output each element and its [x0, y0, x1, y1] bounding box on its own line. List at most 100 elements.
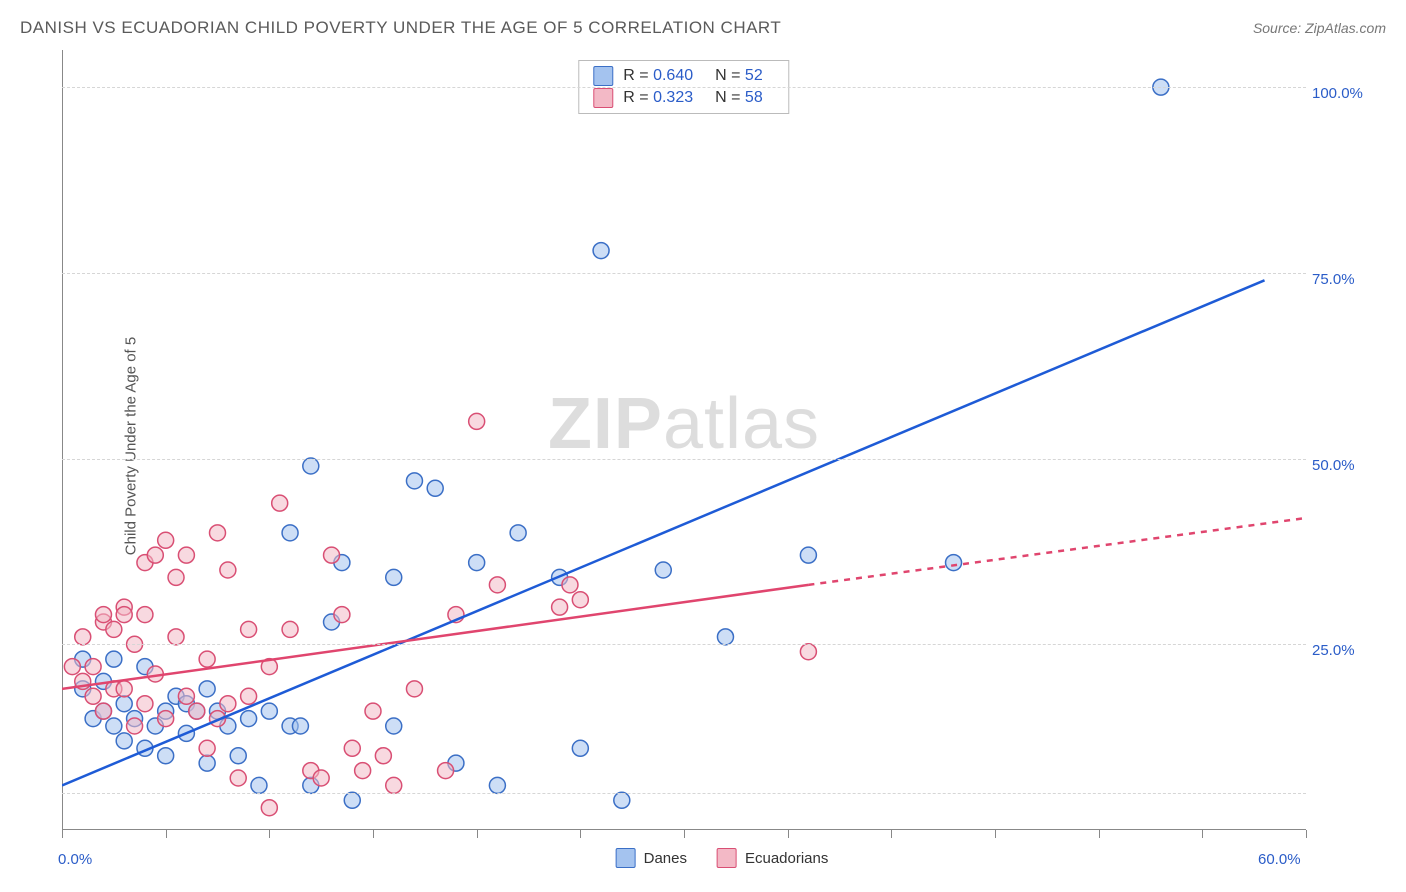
- scatter-point: [95, 703, 111, 719]
- scatter-point: [106, 718, 122, 734]
- source-attribution: Source: ZipAtlas.com: [1253, 20, 1386, 36]
- scatter-point: [106, 651, 122, 667]
- scatter-point: [386, 718, 402, 734]
- scatter-point: [292, 718, 308, 734]
- scatter-point: [386, 569, 402, 585]
- x-tick: [62, 830, 63, 838]
- scatter-point: [375, 748, 391, 764]
- scatter-point: [334, 607, 350, 623]
- scatter-point: [230, 748, 246, 764]
- scatter-point: [64, 659, 80, 675]
- scatter-point: [241, 621, 257, 637]
- scatter-point: [946, 555, 962, 571]
- legend-row: R = 0.640N = 52: [593, 65, 774, 87]
- scatter-point: [116, 696, 132, 712]
- scatter-point: [147, 547, 163, 563]
- legend-r: R = 0.323: [623, 89, 693, 107]
- chart-area: ZIPatlas R = 0.640N = 52R = 0.323N = 58 …: [62, 50, 1382, 830]
- scatter-point: [717, 629, 733, 645]
- scatter-point: [168, 569, 184, 585]
- scatter-point: [106, 621, 122, 637]
- x-tick: [580, 830, 581, 838]
- x-tick: [166, 830, 167, 838]
- scatter-point: [469, 555, 485, 571]
- scatter-point: [75, 629, 91, 645]
- x-tick-label: 0.0%: [58, 851, 92, 868]
- scatter-point: [116, 733, 132, 749]
- scatter-point: [355, 763, 371, 779]
- scatter-point: [199, 755, 215, 771]
- scatter-point: [127, 718, 143, 734]
- scatter-point: [303, 458, 319, 474]
- x-tick: [995, 830, 996, 838]
- scatter-point: [324, 547, 340, 563]
- y-tick-label: 50.0%: [1312, 457, 1382, 474]
- x-tick: [891, 830, 892, 838]
- scatter-point: [178, 547, 194, 563]
- scatter-point: [220, 562, 236, 578]
- scatter-point: [593, 243, 609, 259]
- gridline-h: [62, 793, 1306, 794]
- scatter-point: [469, 413, 485, 429]
- legend-series: Danes Ecuadorians: [616, 848, 829, 868]
- legend-swatch: [593, 66, 613, 86]
- scatter-point: [313, 770, 329, 786]
- scatter-point: [230, 770, 246, 786]
- scatter-point: [800, 644, 816, 660]
- scatter-point: [489, 777, 505, 793]
- scatter-point: [189, 703, 205, 719]
- legend-item: Ecuadorians: [717, 848, 828, 868]
- scatter-point: [427, 480, 443, 496]
- scatter-point: [261, 703, 277, 719]
- legend-swatch: [593, 88, 613, 108]
- scatter-point: [344, 740, 360, 756]
- scatter-point: [365, 703, 381, 719]
- scatter-point: [438, 763, 454, 779]
- chart-title: DANISH VS ECUADORIAN CHILD POVERTY UNDER…: [20, 18, 781, 38]
- x-tick: [1306, 830, 1307, 838]
- legend-label: Ecuadorians: [745, 850, 828, 867]
- x-tick: [1099, 830, 1100, 838]
- scatter-point: [655, 562, 671, 578]
- scatter-point: [220, 696, 236, 712]
- scatter-point: [386, 777, 402, 793]
- y-tick-label: 100.0%: [1312, 85, 1382, 102]
- scatter-point: [251, 777, 267, 793]
- x-tick: [477, 830, 478, 838]
- scatter-point: [241, 711, 257, 727]
- scatter-point: [261, 800, 277, 816]
- legend-label: Danes: [644, 850, 687, 867]
- gridline-h: [62, 644, 1306, 645]
- scatter-point: [85, 688, 101, 704]
- plot-region: ZIPatlas R = 0.640N = 52R = 0.323N = 58 …: [62, 50, 1306, 830]
- gridline-h: [62, 87, 1306, 88]
- scatter-point: [116, 681, 132, 697]
- scatter-point: [241, 688, 257, 704]
- scatter-point: [178, 688, 194, 704]
- scatter-point: [510, 525, 526, 541]
- x-tick: [684, 830, 685, 838]
- gridline-h: [62, 459, 1306, 460]
- scatter-point: [199, 681, 215, 697]
- gridline-h: [62, 273, 1306, 274]
- scatter-point: [800, 547, 816, 563]
- x-tick-label: 60.0%: [1258, 851, 1301, 868]
- plot-svg: [62, 50, 1306, 830]
- regression-line: [808, 518, 1306, 585]
- y-tick-label: 75.0%: [1312, 271, 1382, 288]
- scatter-point: [406, 681, 422, 697]
- scatter-point: [282, 525, 298, 541]
- scatter-point: [168, 629, 184, 645]
- scatter-point: [85, 659, 101, 675]
- y-tick-label: 25.0%: [1312, 642, 1382, 659]
- scatter-point: [137, 696, 153, 712]
- scatter-point: [158, 711, 174, 727]
- scatter-point: [572, 740, 588, 756]
- header: DANISH VS ECUADORIAN CHILD POVERTY UNDER…: [20, 18, 1386, 38]
- x-tick: [788, 830, 789, 838]
- scatter-point: [272, 495, 288, 511]
- x-tick: [269, 830, 270, 838]
- scatter-point: [406, 473, 422, 489]
- scatter-point: [199, 651, 215, 667]
- legend-swatch: [616, 848, 636, 868]
